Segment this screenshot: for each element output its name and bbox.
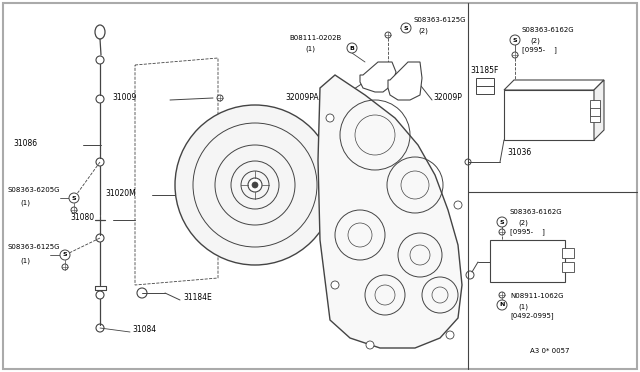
Circle shape [326, 114, 334, 122]
Bar [476, 82, 494, 94]
Text: S08363-6125G: S08363-6125G [7, 244, 60, 250]
Bar [476, 78, 494, 86]
Text: (2): (2) [530, 38, 540, 45]
Text: (2): (2) [518, 220, 528, 227]
Circle shape [252, 182, 258, 188]
Bar [490, 240, 565, 282]
Text: (1): (1) [20, 257, 30, 263]
Text: S: S [72, 196, 76, 201]
Text: A3 0* 0057: A3 0* 0057 [531, 348, 570, 354]
Circle shape [217, 95, 223, 101]
Text: 32009P: 32009P [433, 93, 462, 103]
Text: 31009: 31009 [112, 93, 136, 102]
Bar [590, 100, 600, 122]
Text: B08111-0202B: B08111-0202B [289, 35, 341, 41]
Text: S08363-6205G: S08363-6205G [7, 187, 60, 193]
Polygon shape [504, 80, 604, 90]
Text: S08363-6125G: S08363-6125G [413, 17, 465, 23]
Bar [562, 262, 574, 272]
Text: (1): (1) [20, 200, 30, 206]
Circle shape [497, 217, 507, 227]
Text: 31036: 31036 [508, 148, 532, 157]
Text: 31086: 31086 [13, 138, 37, 148]
Circle shape [62, 264, 68, 270]
Text: N: N [499, 302, 505, 308]
Text: S: S [513, 38, 517, 42]
Text: (1): (1) [518, 304, 528, 311]
Circle shape [347, 43, 357, 53]
Circle shape [366, 341, 374, 349]
Text: 31020M: 31020M [105, 189, 136, 198]
Text: S08363-6162G: S08363-6162G [510, 209, 563, 215]
Bar [562, 248, 574, 258]
Circle shape [331, 281, 339, 289]
Circle shape [510, 35, 520, 45]
Text: 31184E: 31184E [183, 294, 212, 302]
Circle shape [248, 178, 262, 192]
Bar [504, 90, 594, 140]
Text: B: B [349, 45, 355, 51]
Polygon shape [388, 62, 422, 100]
Text: S08363-6162G: S08363-6162G [522, 27, 575, 33]
Circle shape [446, 331, 454, 339]
Text: 31037: 31037 [500, 253, 524, 263]
Text: S: S [404, 26, 408, 31]
Bar [590, 108, 600, 116]
Polygon shape [360, 62, 396, 92]
Circle shape [512, 52, 518, 58]
Text: 31084: 31084 [132, 326, 156, 334]
Text: S: S [63, 253, 67, 257]
Circle shape [499, 292, 505, 298]
Circle shape [385, 32, 391, 38]
Text: [0492-0995]: [0492-0995] [510, 312, 554, 319]
Text: (2): (2) [418, 28, 428, 35]
Text: (1): (1) [305, 46, 315, 52]
Circle shape [401, 23, 411, 33]
Text: S: S [500, 219, 504, 224]
Text: 31185F: 31185F [470, 66, 499, 75]
Circle shape [454, 201, 462, 209]
Polygon shape [594, 80, 604, 140]
Text: [0995-    ]: [0995- ] [510, 228, 545, 235]
Circle shape [60, 250, 70, 260]
Circle shape [71, 207, 77, 213]
Circle shape [69, 193, 79, 203]
Circle shape [499, 229, 505, 235]
Text: 32009PA: 32009PA [285, 93, 319, 102]
Text: 31080: 31080 [70, 214, 94, 222]
Text: [0995-    ]: [0995- ] [522, 46, 557, 53]
Circle shape [497, 300, 507, 310]
Text: N08911-1062G: N08911-1062G [510, 293, 563, 299]
Circle shape [175, 105, 335, 265]
Polygon shape [318, 75, 462, 348]
